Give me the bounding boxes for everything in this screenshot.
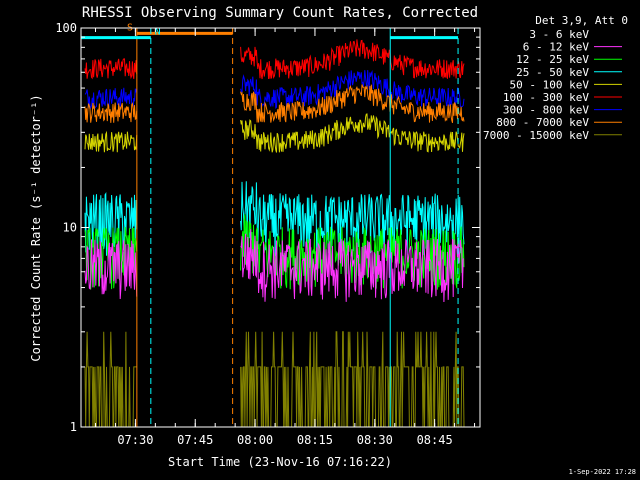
series-line: [84, 102, 138, 123]
series-line: [240, 142, 465, 223]
data-traces: [84, 39, 465, 428]
x-tick-label: 08:15: [297, 433, 333, 447]
legend-entry-label: 25 - 50 keV: [516, 66, 589, 79]
chart-title: RHESSI Observing Summary Count Rates, Co…: [82, 5, 478, 21]
series-line: [84, 161, 138, 224]
x-tick-label: 08:00: [237, 433, 273, 447]
legend-entry-label: 50 - 100 keV: [510, 78, 590, 91]
x-tick-label: 08:45: [417, 433, 453, 447]
legend-entry-label: 100 - 300 keV: [503, 91, 589, 104]
series-line: [240, 229, 465, 303]
legend-entry-label: 300 - 800 keV: [503, 104, 589, 117]
series-line: [84, 239, 138, 300]
series-line: [84, 87, 138, 110]
x-tick-label: 08:30: [357, 433, 393, 447]
series-line: [84, 58, 138, 80]
legend-entry-label: 3 - 6 keV: [529, 28, 589, 41]
y-axis-label: Corrected Count Rate (s⁻¹ detector⁻¹): [29, 94, 43, 361]
y-tick-label: 1: [70, 420, 77, 434]
legend-entry-label: 6 - 12 keV: [523, 41, 590, 54]
y-tick-label: 10: [63, 221, 77, 235]
x-tick-label: 07:45: [177, 433, 213, 447]
axes: 1 10 100 07:30 07:45 08:00 08:15 08:30 08:45: [55, 21, 480, 447]
legend-entry-label: 7000 - 15000 keV: [483, 129, 589, 142]
series-line: [240, 69, 465, 110]
y-tick-label: 100: [55, 21, 77, 35]
night-label: N: [155, 26, 161, 37]
legend-title: Det 3,9, Att 0: [535, 14, 628, 27]
series-line: [240, 113, 465, 153]
series-line: [84, 130, 138, 153]
legend-entry-label: 800 - 7000 keV: [496, 116, 589, 129]
series-line: [84, 192, 138, 257]
footer-timestamp: 1-Sep-2022 17:28: [569, 468, 636, 476]
series-line: [240, 331, 465, 428]
x-axis-label: Start Time (23-Nov-16 07:16:22): [168, 455, 392, 469]
legend-entry-label: 12 - 25 keV: [516, 53, 589, 66]
series-line: [240, 39, 465, 80]
x-tick-label: 07:30: [117, 433, 153, 447]
series-line: [240, 84, 465, 123]
